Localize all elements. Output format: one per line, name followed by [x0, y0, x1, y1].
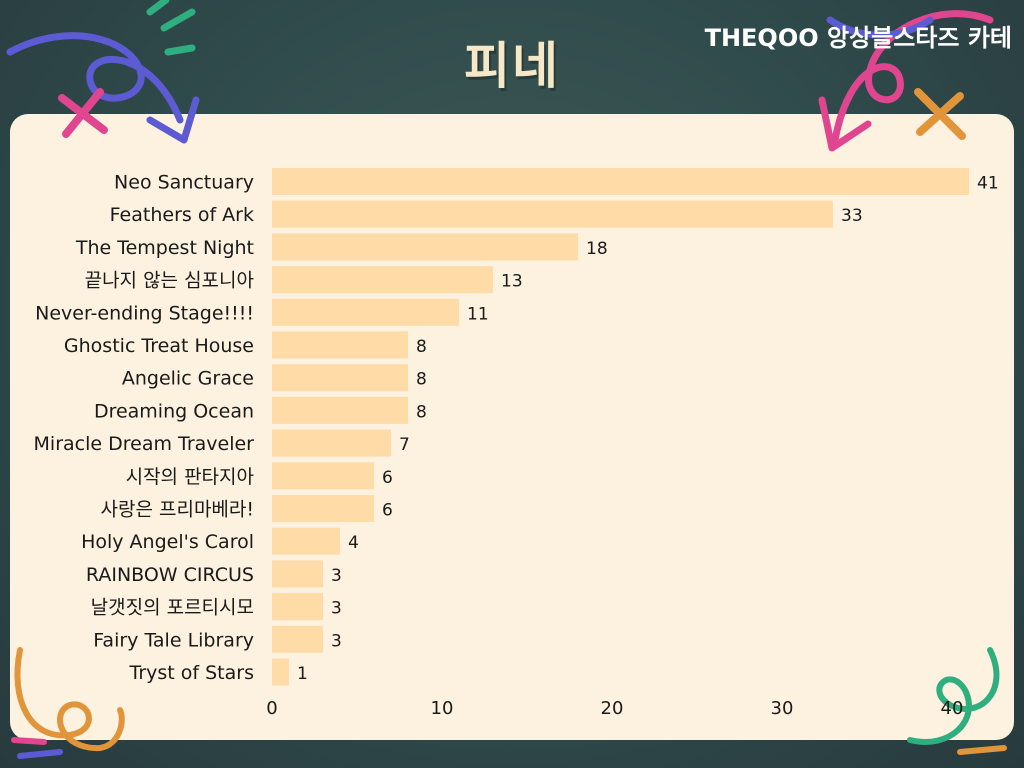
value-label: 13 — [501, 272, 523, 292]
value-label: 6 — [382, 501, 393, 521]
value-label: 3 — [331, 631, 342, 651]
category-label: Tryst of Stars — [129, 662, 254, 684]
value-label: 4 — [348, 533, 359, 553]
bar — [272, 593, 323, 621]
category-label: 사랑은 프리마베라! — [101, 499, 255, 521]
category-label: Feathers of Ark — [110, 204, 254, 226]
bar — [272, 396, 408, 424]
bar — [272, 364, 408, 392]
value-label: 41 — [977, 174, 999, 194]
value-label: 1 — [297, 664, 308, 684]
x-tick-label: 40 — [941, 698, 964, 719]
category-label: RAINBOW CIRCUS — [86, 564, 254, 586]
value-label: 7 — [399, 435, 410, 455]
bar — [272, 625, 323, 653]
bar — [272, 560, 323, 588]
category-label: 날갯짓의 포르티시모 — [91, 597, 254, 619]
category-label: The Tempest Night — [75, 237, 254, 259]
x-tick-label: 10 — [431, 698, 454, 719]
bar — [272, 200, 833, 228]
bar — [272, 298, 459, 326]
category-label: Neo Sanctuary — [114, 172, 254, 194]
category-label: 끝나지 않는 심포니아 — [85, 270, 254, 292]
value-label: 33 — [841, 206, 863, 226]
value-label: 8 — [416, 402, 427, 422]
x-tick-label: 30 — [771, 698, 794, 719]
bar — [272, 462, 374, 490]
bar — [272, 168, 969, 195]
bar — [272, 266, 493, 294]
bar — [272, 233, 578, 261]
bar — [272, 495, 374, 522]
category-label: Ghostic Treat House — [64, 335, 254, 357]
value-label: 18 — [586, 239, 608, 259]
value-label: 8 — [416, 337, 427, 357]
bar — [272, 331, 408, 359]
value-label: 3 — [331, 599, 342, 619]
page-title: 피네 — [464, 37, 560, 95]
category-label: Dreaming Ocean — [94, 400, 254, 422]
x-tick-label: 0 — [266, 698, 277, 719]
value-label: 11 — [467, 304, 489, 324]
category-label: Holy Angel's Carol — [81, 531, 254, 553]
category-label: Fairy Tale Library — [93, 629, 254, 651]
category-label: Miracle Dream Traveler — [34, 433, 255, 455]
source-label: THEQOO 앙상블스타즈 카테 — [704, 24, 1012, 52]
x-tick-label: 20 — [601, 698, 624, 719]
bar — [272, 429, 391, 457]
category-label: 시작의 판타지아 — [126, 466, 254, 488]
bar — [272, 658, 289, 686]
category-label: Never-ending Stage!!!! — [35, 302, 254, 324]
value-label: 8 — [416, 370, 427, 390]
bar — [272, 527, 340, 555]
value-label: 6 — [382, 468, 393, 488]
category-label: Angelic Grace — [122, 368, 254, 390]
value-label: 3 — [331, 566, 342, 586]
